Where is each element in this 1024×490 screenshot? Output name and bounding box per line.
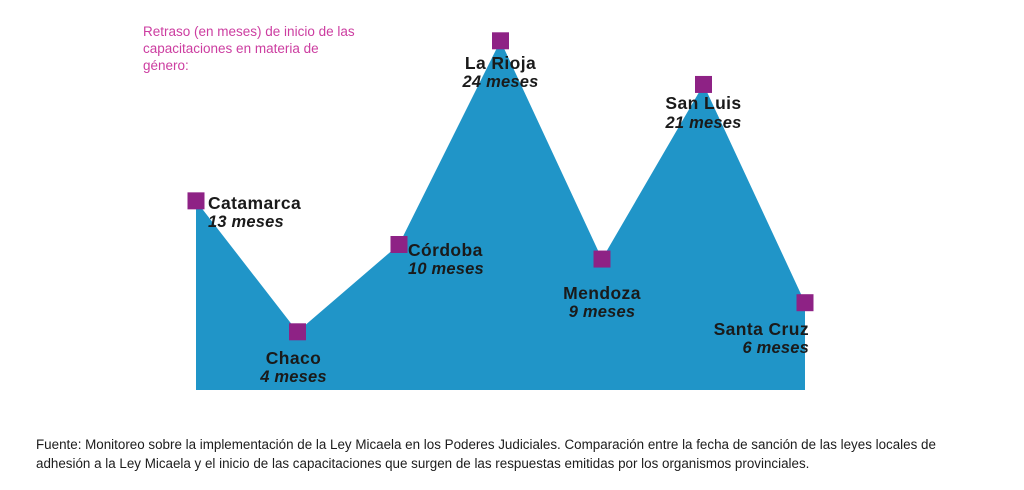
- province-value: 4 meses: [260, 367, 327, 386]
- province-value: 10 meses: [408, 259, 484, 278]
- province-label: Catamarca 13 meses: [208, 193, 301, 232]
- province-value: 9 meses: [568, 303, 636, 322]
- province-value: 21 meses: [665, 113, 742, 132]
- province-marker: [796, 294, 814, 312]
- province-value: 6 meses: [742, 338, 809, 357]
- province-marker: [390, 236, 408, 253]
- province-name: Catamarca: [208, 192, 302, 213]
- province-label: Córdoba 10 meses: [408, 240, 484, 279]
- source-note: Fuente: Monitoreo sobre la implementació…: [36, 437, 936, 472]
- province-name: Córdoba: [408, 239, 483, 260]
- province-name: San Luis: [665, 93, 742, 114]
- province-name: La Rioja: [464, 52, 537, 73]
- province-marker: [289, 323, 306, 341]
- province-name: Chaco: [265, 347, 322, 368]
- province-marker: [187, 192, 205, 210]
- province-marker: [695, 75, 712, 93]
- province-value: 13 meses: [208, 212, 284, 231]
- province-name: Santa Cruz: [713, 318, 809, 339]
- area-shape: [196, 40, 805, 391]
- province-label: San Luis 21 meses: [665, 93, 741, 132]
- province-marker: [492, 32, 509, 50]
- province-marker: [593, 250, 611, 268]
- province-value: 24 meses: [462, 72, 539, 91]
- area-chart: [187, 32, 814, 391]
- province-label: Santa Cruz 6 meses: [714, 319, 809, 358]
- province-label: Chaco 4 meses: [260, 348, 327, 387]
- province-label: La Rioja 24 meses: [463, 53, 539, 92]
- province-name: Mendoza: [563, 283, 641, 304]
- chart-title: Retraso (en meses) de inicio de las capa…: [143, 24, 355, 73]
- label-layer: Catamarca 13 meses Chaco 4 meses Córdoba 10 m…: [208, 53, 809, 387]
- province-label: Mendoza 9 meses: [563, 283, 641, 322]
